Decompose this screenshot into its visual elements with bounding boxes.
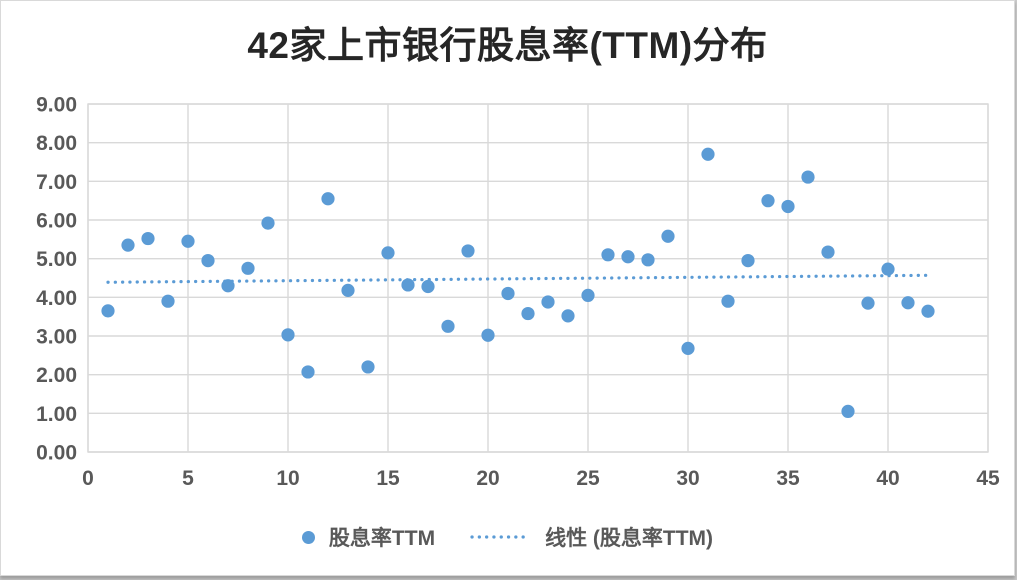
data-point[interactable] [321, 192, 335, 206]
y-tick-label: 2.00 [36, 364, 77, 387]
chart-title: 42家上市银行股息率(TTM)分布 [247, 25, 768, 66]
y-tick-label: 0.00 [36, 442, 77, 465]
data-point[interactable] [181, 234, 195, 248]
data-point[interactable] [821, 245, 835, 259]
series-marker-icon [301, 530, 315, 544]
data-point[interactable] [501, 286, 515, 301]
data-point[interactable] [721, 294, 735, 308]
data-point[interactable] [201, 254, 215, 268]
data-point[interactable] [641, 253, 655, 267]
legend-trendline-label: 线性 (股息率TTM) [545, 527, 714, 550]
data-point[interactable] [421, 279, 435, 294]
data-point[interactable] [861, 296, 875, 310]
data-point[interactable] [281, 328, 295, 342]
legend: 股息率TTM 线性 (股息率TTM) [1, 522, 1014, 552]
data-point[interactable] [881, 262, 895, 276]
data-point[interactable] [341, 283, 355, 297]
x-tick-label: 30 [676, 467, 699, 490]
data-point[interactable] [761, 194, 775, 208]
y-tick-label: 7.00 [36, 171, 77, 194]
data-point[interactable] [141, 231, 155, 246]
y-tick-label: 5.00 [36, 248, 77, 271]
x-tick-label: 45 [976, 467, 1000, 490]
x-tick-label: 15 [376, 467, 400, 490]
data-point[interactable] [481, 328, 495, 342]
data-point[interactable] [621, 250, 635, 264]
data-point[interactable] [681, 341, 695, 355]
data-point[interactable] [521, 306, 535, 321]
data-point[interactable] [461, 244, 475, 258]
data-point[interactable] [561, 309, 575, 323]
data-point[interactable] [741, 254, 755, 268]
data-point[interactable] [161, 294, 175, 308]
data-point[interactable] [801, 170, 815, 184]
x-tick-label: 10 [276, 467, 299, 490]
y-tick-label: 4.00 [36, 287, 77, 310]
y-tick-label: 3.00 [36, 326, 77, 349]
x-tick-label: 35 [776, 467, 800, 490]
x-tick-label: 40 [876, 467, 899, 490]
data-point[interactable] [301, 365, 315, 379]
plot-border [87, 103, 989, 453]
data-point[interactable] [261, 216, 275, 230]
data-point[interactable] [361, 360, 375, 374]
data-point[interactable] [581, 288, 595, 302]
data-point[interactable] [121, 238, 135, 252]
data-point[interactable] [541, 295, 555, 309]
legend-item-trendline[interactable]: 线性 (股息率TTM) [469, 522, 713, 552]
data-point[interactable] [701, 147, 715, 161]
data-point[interactable] [921, 304, 935, 318]
x-tick-label: 0 [82, 467, 94, 490]
data-point[interactable] [441, 319, 455, 333]
data-point[interactable] [841, 404, 855, 418]
x-tick-label: 20 [476, 467, 499, 490]
data-point[interactable] [901, 296, 915, 310]
y-tick-label: 9.00 [36, 94, 77, 117]
trendline[interactable] [106, 273, 930, 284]
data-point[interactable] [661, 229, 675, 243]
data-point[interactable] [601, 248, 615, 262]
data-point[interactable] [241, 261, 255, 275]
data-point[interactable] [781, 199, 795, 214]
data-point[interactable] [401, 278, 415, 292]
data-point[interactable] [101, 304, 115, 318]
y-tick-label: 1.00 [36, 403, 77, 426]
trendline-marker-icon [470, 535, 530, 539]
x-tick-label: 25 [576, 467, 600, 490]
x-tick-label: 5 [182, 467, 194, 490]
data-point[interactable] [221, 279, 235, 293]
y-tick-label: 8.00 [36, 132, 77, 155]
y-tick-label: 6.00 [36, 210, 77, 233]
data-point[interactable] [381, 246, 395, 260]
legend-item-series[interactable]: 股息率TTM [301, 522, 436, 552]
legend-series-label: 股息率TTM [328, 527, 436, 550]
